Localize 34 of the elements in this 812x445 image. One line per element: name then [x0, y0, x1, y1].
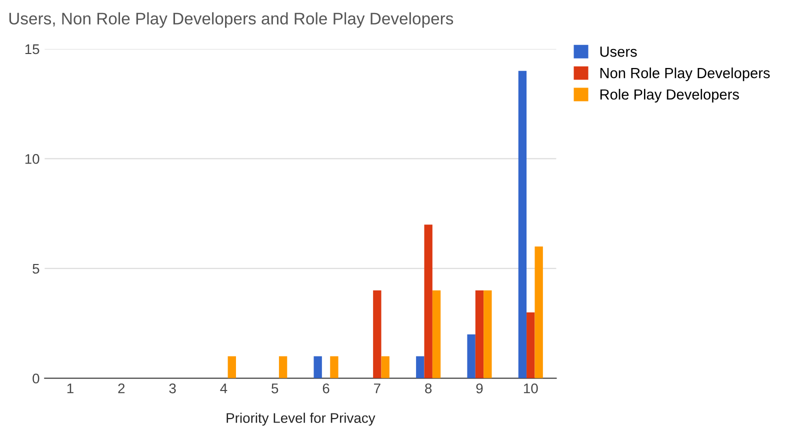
bar [534, 246, 543, 378]
x-tick-label: 3 [169, 383, 176, 394]
x-tick-label: 5 [272, 384, 278, 394]
bar [314, 356, 322, 378]
y-tick-label: 10 [25, 154, 40, 164]
legend-label: Role Play Developers [600, 88, 739, 103]
x-axis-title: Priority Level for Privacy [226, 412, 376, 426]
legend-label: Non Role Play Developers [600, 68, 770, 82]
bar [373, 290, 382, 378]
chart-title: Users, Non Role Play Developers and Role Play Developers [9, 12, 454, 28]
x-tick-label: 8 [425, 383, 432, 394]
y-tick-label: 0 [32, 374, 40, 384]
legend-label: Users [600, 46, 637, 57]
bar [424, 224, 432, 378]
bar [330, 356, 338, 378]
bar [381, 356, 390, 378]
bar [526, 312, 535, 378]
bar [416, 356, 424, 378]
x-tick-label: 9 [476, 383, 483, 394]
x-tick-label: 10 [524, 383, 538, 394]
bar [518, 70, 527, 378]
y-tick-label: 15 [25, 44, 40, 54]
x-tick-label: 4 [220, 384, 228, 394]
bar [475, 290, 484, 378]
bar [228, 356, 236, 378]
x-tick-label: 1 [67, 384, 74, 394]
x-tick-label: 6 [322, 383, 330, 394]
x-tick-label: 2 [118, 383, 125, 394]
bar [432, 290, 441, 378]
x-tick-label: 7 [374, 384, 380, 394]
bar [278, 356, 288, 378]
bar [467, 334, 476, 378]
bar [484, 290, 492, 378]
y-tick-label: 5 [32, 264, 40, 274]
